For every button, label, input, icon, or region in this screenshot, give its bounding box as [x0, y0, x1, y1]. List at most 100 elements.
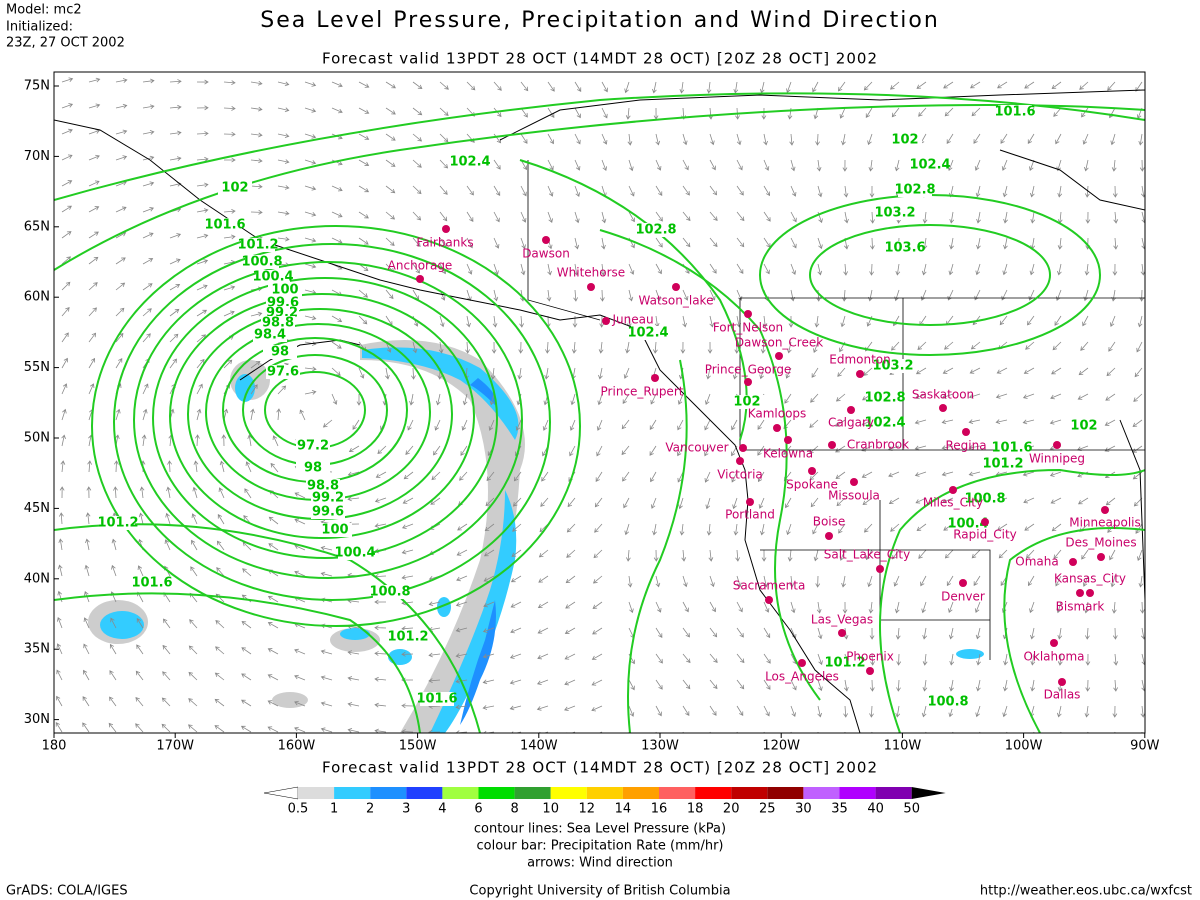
wind-arrow: [817, 627, 823, 640]
contour-label-bg: [876, 359, 910, 373]
wind-arrow: [843, 263, 849, 276]
city-marker: [949, 486, 957, 494]
wind-arrow: [1138, 133, 1144, 146]
wind-arrow: [623, 497, 630, 509]
wind-arrow: [1109, 549, 1116, 561]
colorbar-label: 35: [831, 802, 848, 817]
wind-arrow: [347, 702, 360, 707]
wind-arrow: [277, 159, 290, 164]
wind-arrow: [188, 645, 198, 655]
wind-arrow: [594, 497, 603, 508]
contour-label: 98.8: [307, 479, 339, 494]
wind-arrow: [412, 81, 423, 90]
wind-arrow: [223, 359, 233, 369]
wind-arrow: [861, 471, 873, 478]
wind-arrow: [385, 159, 396, 167]
wind-arrow: [813, 549, 819, 562]
wind-arrow: [466, 315, 471, 328]
wind-arrow: [835, 393, 846, 402]
wind-arrow: [1113, 237, 1119, 250]
colorbar-over: [911, 787, 946, 799]
city-marker: [959, 579, 967, 587]
wind-arrow: [1137, 549, 1143, 562]
wind-arrow: [142, 283, 153, 291]
contour-label: 100.4: [334, 546, 375, 561]
wind-arrow: [61, 383, 68, 395]
wind-arrow: [304, 211, 317, 217]
wind-arrow: [595, 471, 603, 482]
wind-arrow: [188, 698, 198, 707]
wind-arrow: [596, 445, 603, 457]
wind-arrow: [142, 232, 154, 239]
wind-arrow: [677, 445, 684, 457]
wind-arrow: [221, 434, 227, 447]
wind-arrow: [787, 549, 793, 562]
wind-arrow: [356, 393, 362, 406]
wind-arrow: [762, 315, 768, 328]
contour-label: 101.6: [994, 105, 1035, 120]
wind-arrow: [891, 107, 900, 118]
wind-arrow: [709, 211, 718, 221]
wind-arrow: [921, 601, 927, 614]
wind-arrow: [625, 341, 630, 354]
wind-arrow: [862, 497, 873, 505]
wind-arrow: [995, 419, 1008, 425]
city-label: Edmonton: [829, 353, 891, 367]
wind-arrow: [169, 130, 182, 136]
subtitle: Forecast valid 13PDT 28 OCT (14MDT 28 OC…: [322, 50, 878, 68]
wind-arrow: [785, 497, 792, 509]
wind-arrow: [976, 679, 981, 692]
wind-arrow: [841, 289, 847, 302]
wind-arrow: [731, 471, 738, 483]
wind-arrow: [704, 445, 711, 457]
wind-arrow: [358, 81, 370, 88]
wind-arrow: [601, 107, 608, 119]
wind-arrow: [215, 620, 225, 629]
wind-arrow: [439, 159, 449, 169]
wind-arrow: [999, 315, 1008, 326]
wind-arrow: [85, 512, 91, 525]
wind-arrow: [167, 460, 172, 473]
wind-arrow: [86, 486, 92, 499]
city-label: Phoenix: [846, 650, 894, 664]
contour-label-bg: [951, 517, 985, 531]
colorbar-box: [550, 787, 587, 799]
wind-arrow: [455, 601, 468, 607]
wind-arrow: [763, 705, 770, 717]
wind-arrow: [1025, 341, 1035, 350]
wind-arrow: [1054, 315, 1062, 326]
wind-arrow: [838, 523, 846, 534]
wind-arrow: [1084, 601, 1089, 614]
wind-arrow: [250, 311, 263, 317]
wind-arrow: [520, 81, 529, 92]
wind-arrow: [736, 159, 743, 171]
wind-arrow: [401, 651, 414, 657]
wind-arrow: [169, 308, 180, 317]
contour-label-bg: [241, 238, 275, 252]
wind-arrow: [142, 104, 155, 110]
wind-arrow: [867, 575, 873, 588]
wind-arrow: [493, 159, 501, 170]
wind-arrow: [922, 211, 928, 224]
wind-arrow: [895, 627, 901, 640]
wind-arrow: [916, 523, 927, 532]
contour-label-bg: [968, 492, 1002, 506]
wind-arrow: [1049, 419, 1062, 425]
wind-arrow: [682, 679, 691, 690]
wind-arrow: [1132, 419, 1143, 427]
contour-label-bg: [261, 316, 295, 330]
wind-arrow: [682, 211, 691, 222]
wind-arrow: [1053, 107, 1062, 117]
colorbar-label: 12: [579, 802, 596, 817]
city-label: Cranbrook: [847, 438, 909, 452]
wind-arrow: [358, 237, 369, 245]
wind-arrow: [111, 564, 117, 577]
wind-arrow: [169, 233, 182, 239]
wind-arrow: [1030, 653, 1036, 666]
wind-arrow: [490, 367, 496, 380]
wind-arrow: [482, 705, 495, 710]
wind-arrow: [601, 159, 608, 171]
wind-arrow: [655, 289, 661, 302]
wind-arrow: [456, 549, 468, 556]
wind-arrow: [484, 523, 495, 532]
